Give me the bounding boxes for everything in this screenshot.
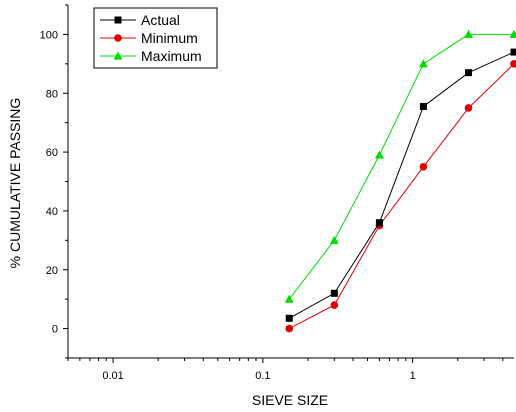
data-point-actual <box>464 69 472 77</box>
data-point-maximum <box>284 294 294 303</box>
x-axis-label: SIEVE SIZE <box>252 392 328 408</box>
y-tick-label: 100 <box>40 29 58 41</box>
legend-swatch-marker <box>114 34 122 42</box>
y-tick-label: 20 <box>46 265 58 277</box>
x-tick-label: 1 <box>410 370 416 382</box>
series-maximum <box>284 29 516 303</box>
data-point-minimum <box>330 301 339 309</box>
x-ticks: 0.01 0.1 1 <box>67 358 504 382</box>
data-point-minimum <box>285 324 294 333</box>
data-point-maximum <box>418 59 428 68</box>
series-line-minimum <box>288 63 515 330</box>
data-point-actual <box>330 289 338 297</box>
data-point-actual <box>419 102 427 110</box>
data-point-maximum <box>374 150 384 159</box>
legend-swatch-marker <box>114 16 122 24</box>
data-point-minimum <box>510 60 516 68</box>
x-tick-label: 0.01 <box>102 370 123 382</box>
data-point-actual <box>285 314 293 322</box>
legend-label: Minimum <box>141 30 198 46</box>
data-point-minimum <box>464 104 473 112</box>
data-point-maximum <box>329 235 339 244</box>
y-tick-label: 40 <box>46 206 58 218</box>
series-line-actual <box>288 51 515 319</box>
y-axis-label: % CUMULATIVE PASSING <box>7 98 23 269</box>
legend: Actual Minimum Maximum <box>93 7 218 69</box>
data-point-maximum <box>463 29 473 39</box>
y-tick-label: 0 <box>52 324 58 336</box>
series-minimum <box>285 60 516 333</box>
y-tick-label: 80 <box>46 88 58 100</box>
legend-label: Actual <box>141 12 180 28</box>
data-point-minimum <box>419 162 428 171</box>
x-tick-label: 0.1 <box>255 370 270 382</box>
data-point-actual <box>375 219 383 227</box>
series-line-maximum <box>288 33 514 300</box>
data-point-actual <box>510 48 516 56</box>
plot-area <box>284 29 516 333</box>
legend-swatch-marker <box>113 51 123 60</box>
legend-label: Maximum <box>141 48 202 64</box>
y-tick-label: 60 <box>46 147 58 159</box>
data-point-maximum <box>509 29 516 39</box>
y-ticks: 0 20 40 60 80 100 <box>40 4 68 359</box>
series-actual <box>285 48 516 322</box>
